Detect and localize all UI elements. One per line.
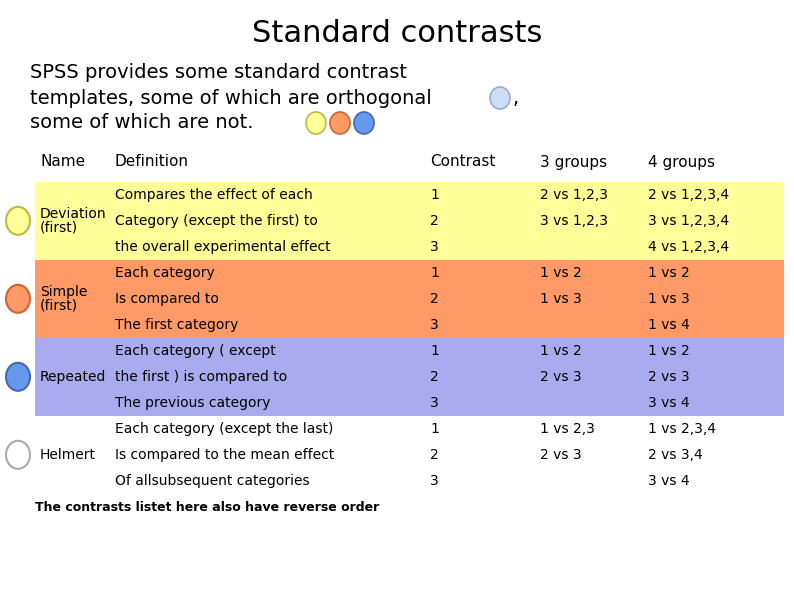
Text: Each category (except the last): Each category (except the last) [115,422,333,436]
Text: 1 vs 2,3,4: 1 vs 2,3,4 [648,422,716,436]
Text: 2 vs 3: 2 vs 3 [648,370,690,384]
Text: 3 vs 4: 3 vs 4 [648,396,690,410]
Text: Of allsubsequent categories: Of allsubsequent categories [115,474,310,488]
Text: 1: 1 [430,188,439,202]
Ellipse shape [306,112,326,134]
Ellipse shape [354,112,374,134]
Text: 1: 1 [430,266,439,280]
Text: Deviation: Deviation [40,207,106,221]
Text: (first): (first) [40,221,78,235]
FancyBboxPatch shape [35,416,784,494]
Text: the overall experimental effect: the overall experimental effect [115,240,330,254]
Ellipse shape [490,87,510,109]
Text: 3: 3 [430,474,439,488]
Text: 1: 1 [430,422,439,436]
Text: The previous category: The previous category [115,396,271,410]
Text: 1: 1 [430,344,439,358]
Ellipse shape [6,207,30,235]
Text: 1 vs 3: 1 vs 3 [648,292,690,306]
Text: 1 vs 2: 1 vs 2 [540,344,582,358]
Text: 3: 3 [430,318,439,332]
Text: Category (except the first) to: Category (except the first) to [115,214,318,228]
Text: 3 groups: 3 groups [540,155,607,170]
Text: The contrasts listet here also have reverse order: The contrasts listet here also have reve… [35,502,380,514]
Text: Definition: Definition [115,155,189,170]
Text: Helmert: Helmert [40,448,96,462]
Text: Contrast: Contrast [430,155,495,170]
Text: 2 vs 1,2,3,4: 2 vs 1,2,3,4 [648,188,729,202]
Text: (first): (first) [40,299,78,313]
Text: Is compared to the mean effect: Is compared to the mean effect [115,448,334,462]
Text: Is compared to: Is compared to [115,292,219,306]
Text: 4 groups: 4 groups [648,155,715,170]
Text: 2: 2 [430,292,439,306]
Text: some of which are not.: some of which are not. [30,114,253,133]
Ellipse shape [330,112,350,134]
Text: Compares the effect of each: Compares the effect of each [115,188,313,202]
Text: 2: 2 [430,214,439,228]
Text: 2 vs 3,4: 2 vs 3,4 [648,448,703,462]
Text: 2: 2 [430,448,439,462]
Text: Name: Name [40,155,85,170]
Text: 1 vs 3: 1 vs 3 [540,292,582,306]
Text: Repeated: Repeated [40,370,106,384]
Ellipse shape [6,363,30,391]
Text: The first category: The first category [115,318,238,332]
FancyBboxPatch shape [35,338,784,416]
Text: 2 vs 3: 2 vs 3 [540,370,582,384]
Text: Simple: Simple [40,285,87,299]
FancyBboxPatch shape [35,182,784,260]
Text: 2 vs 3: 2 vs 3 [540,448,582,462]
Text: ,: , [513,89,519,108]
Text: 3 vs 4: 3 vs 4 [648,474,690,488]
Text: 2 vs 1,2,3: 2 vs 1,2,3 [540,188,608,202]
Text: 1 vs 4: 1 vs 4 [648,318,690,332]
Text: Standard contrasts: Standard contrasts [252,18,542,48]
Text: the first ) is compared to: the first ) is compared to [115,370,287,384]
Text: 3 vs 1,2,3: 3 vs 1,2,3 [540,214,608,228]
Text: 1 vs 2: 1 vs 2 [648,344,690,358]
Text: 1 vs 2: 1 vs 2 [540,266,582,280]
Text: 4 vs 1,2,3,4: 4 vs 1,2,3,4 [648,240,729,254]
Ellipse shape [6,285,30,313]
Text: 3 vs 1,2,3,4: 3 vs 1,2,3,4 [648,214,729,228]
Text: 1 vs 2,3: 1 vs 2,3 [540,422,595,436]
Text: 1 vs 2: 1 vs 2 [648,266,690,280]
Text: 3: 3 [430,396,439,410]
Text: Each category ( except: Each category ( except [115,344,276,358]
Ellipse shape [6,441,30,469]
Text: Each category: Each category [115,266,214,280]
Text: 3: 3 [430,240,439,254]
Text: templates, some of which are orthogonal: templates, some of which are orthogonal [30,89,432,108]
Text: SPSS provides some standard contrast: SPSS provides some standard contrast [30,64,407,83]
Text: 2: 2 [430,370,439,384]
FancyBboxPatch shape [35,260,784,338]
